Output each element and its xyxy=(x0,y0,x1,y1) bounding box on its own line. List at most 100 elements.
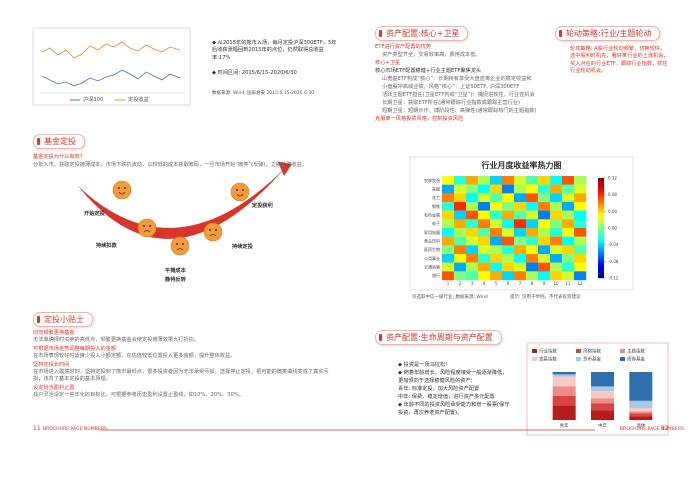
heat-cell xyxy=(490,254,503,263)
colorbar-step xyxy=(598,208,604,211)
heat-cell xyxy=(490,262,503,272)
tip-text: 在市场进入震荡时刻，坚持定投到了熊市最低点，很多投资者因为无法承受亏损，选择停止… xyxy=(33,369,329,383)
heat-cell xyxy=(490,228,503,237)
figure-line xyxy=(41,41,181,59)
row-label: 公用事业 xyxy=(424,255,440,261)
face-mouth xyxy=(176,248,184,251)
heat-cell xyxy=(550,228,563,237)
question: 基金定投为什么有效? xyxy=(33,154,83,160)
arrow-head xyxy=(278,162,292,176)
bar-segment xyxy=(629,408,653,412)
section-title: 定投小贴士 xyxy=(33,312,93,327)
core-line: 核心市场ETF配置稳健+行业主题ETF聚焦龙头 xyxy=(375,68,482,74)
bar-segment xyxy=(591,403,614,411)
heat-cell xyxy=(514,254,527,263)
face-mouth xyxy=(118,191,126,195)
face-mouth xyxy=(143,230,151,233)
heat-cell xyxy=(454,184,467,194)
colorbar-step xyxy=(598,193,604,196)
colorbar-step xyxy=(598,205,604,209)
bar-segment xyxy=(552,386,576,396)
legend-label: 沪深300 xyxy=(83,97,104,103)
legend-swatch xyxy=(620,357,625,361)
colorbar-step xyxy=(598,243,604,246)
heat-cell xyxy=(478,210,491,220)
colorbar-step xyxy=(598,220,604,224)
legend-label: 风格指数 xyxy=(583,348,601,355)
face-eye xyxy=(182,243,184,245)
column-label: 2 xyxy=(459,281,462,286)
heat-cell xyxy=(478,193,491,203)
tip-heading: 坚持定投长时间 xyxy=(33,361,70,368)
heat-cell xyxy=(562,193,575,203)
colorbar-step xyxy=(598,225,604,229)
face-mouth xyxy=(236,193,244,197)
face-eye xyxy=(149,225,151,227)
colorbar-step xyxy=(598,223,604,226)
heat-cell xyxy=(538,193,551,203)
heat-cell xyxy=(550,271,563,281)
face xyxy=(112,180,132,200)
colorbar-step xyxy=(598,228,604,231)
x-tick-label: 青年 xyxy=(560,422,569,429)
heat-cell xyxy=(490,219,503,229)
heat-cell xyxy=(562,210,575,220)
bar-segment xyxy=(629,400,653,408)
heat-cell xyxy=(466,210,479,220)
face-eye xyxy=(124,187,126,189)
heat-cell xyxy=(574,202,587,211)
tip-text: 找户灵活设定一些年化的目标比，可根据参考历史盈利设置止盈线，如10%、20%、3… xyxy=(33,392,244,399)
legend-swatch xyxy=(532,357,537,361)
step: 平摊成本 xyxy=(165,268,186,274)
heat-cell xyxy=(502,245,515,255)
heat-cell xyxy=(490,202,503,211)
step: 持续扣款 xyxy=(96,243,117,249)
colorbar-step xyxy=(598,265,604,269)
colorbar-step xyxy=(598,188,604,191)
section-title: 基金定投 xyxy=(33,134,85,149)
heat-cell xyxy=(466,219,479,229)
core-line: 克服单一风格投资风格，控制投资风险 xyxy=(375,116,464,122)
heat-cell xyxy=(490,184,503,194)
colorbar-step xyxy=(598,270,604,274)
heat-cell xyxy=(526,176,539,185)
heat-cell xyxy=(502,219,515,229)
step: 静待反转 xyxy=(165,277,186,283)
lifecycle-line: ◆ 年龄不同的投资风险承受能力和增一股票(保守 xyxy=(398,402,510,408)
lifecycle-line: 更加倾向于选择稳健风险的资产; xyxy=(398,378,473,384)
tip-heading: 设定恰当盈利止盈 xyxy=(33,384,75,391)
heat-cell xyxy=(502,254,515,263)
tip-heading: 可根据市场走势调整每期投入的金额 xyxy=(33,345,117,352)
colorbar-label: 0.00 xyxy=(608,226,617,231)
heat-cell xyxy=(466,228,479,237)
heat-cell xyxy=(538,210,551,220)
colorbar-step xyxy=(598,183,604,186)
bullet: ◆ 时间区间: 2015/6/15-2020/6/30 xyxy=(212,70,297,76)
source: 数据来源: Wind, 国泰君安 2015.6.15-2020.6.30 xyxy=(212,91,314,96)
heat-cell xyxy=(526,202,539,211)
heat-cell xyxy=(574,245,587,255)
face xyxy=(137,218,157,238)
face-eye xyxy=(215,229,217,231)
row-label: 采掘 xyxy=(432,186,440,192)
section-title: 轮动策略:行业/主题轮动 xyxy=(555,26,661,41)
bar-segment xyxy=(552,374,576,377)
bar-segment xyxy=(552,372,576,375)
face-mouth xyxy=(209,234,217,237)
bar-segment xyxy=(591,398,614,404)
heat-cell xyxy=(502,271,515,281)
colorbar-step xyxy=(598,200,604,204)
heat-cell xyxy=(466,176,479,185)
bar-segment xyxy=(629,411,653,414)
heat-cell xyxy=(442,262,455,272)
legend-label: 定投收益 xyxy=(128,97,149,103)
tip-heading: 切勿频繁更换基金 xyxy=(33,330,75,336)
heat-cell xyxy=(454,262,467,272)
heat-cell xyxy=(550,262,563,272)
heat-cell xyxy=(526,210,539,220)
footer-label: BROCHURE PAGE NUMBERS xyxy=(43,427,107,432)
core-line: ETF进行资产配置的优势 xyxy=(375,44,432,50)
colorbar-step xyxy=(598,195,604,199)
note: 仅选取中信一级行业; 数据来源: Wind xyxy=(412,295,488,300)
